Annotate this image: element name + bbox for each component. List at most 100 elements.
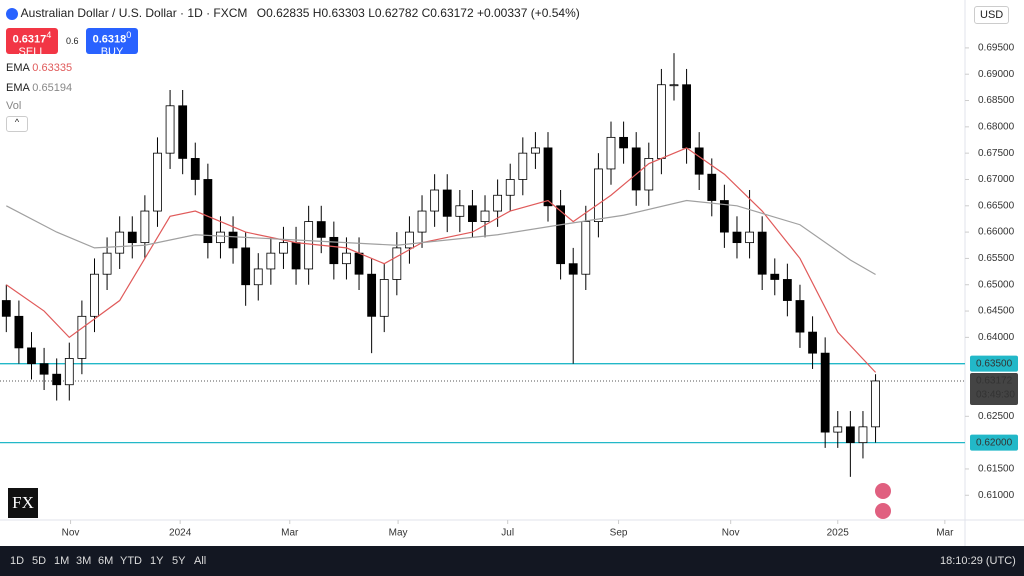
level-badge [970, 355, 1018, 372]
candle-body [102, 252, 112, 275]
candle-body [39, 363, 49, 375]
buy-label: BUY [100, 45, 124, 58]
range-button[interactable]: 1D [10, 555, 25, 567]
y-tick-label: 0.66500 [978, 200, 1015, 211]
ema-line [5, 147, 876, 373]
candle-body [568, 263, 578, 275]
candle-body [820, 352, 830, 433]
candle-body [858, 426, 868, 444]
candle-body [493, 194, 503, 212]
buy-button[interactable]: 0.63180 BUY [86, 28, 138, 58]
candle-body [656, 84, 666, 159]
y-tick-label: 0.65500 [978, 253, 1015, 264]
candle-body [442, 189, 452, 217]
legend-value: 0.63335 [32, 62, 73, 74]
y-tick-label: 0.67000 [978, 174, 1015, 185]
range-button[interactable]: All [194, 555, 207, 567]
candle-body [1, 300, 11, 317]
candle-body [405, 231, 414, 249]
sell-label: SELL [18, 45, 46, 58]
candle-body [115, 231, 125, 254]
candle-body [505, 179, 515, 196]
vol-legend: Vol [6, 100, 22, 112]
x-tick-label: 2025 [827, 528, 850, 539]
currency-button[interactable]: USD [974, 6, 1010, 24]
y-tick-label: 0.62500 [978, 411, 1015, 422]
candle-body [190, 158, 200, 180]
candle-body [795, 300, 805, 333]
candle-body [468, 205, 477, 222]
candle-body [266, 252, 276, 270]
ohlc-close: C0.63172 [421, 6, 474, 20]
candle-body [90, 273, 99, 317]
candle-body [644, 158, 654, 191]
candle-body [606, 136, 616, 170]
sell-button[interactable]: 0.63174 SELL [6, 28, 58, 58]
candle-body [430, 189, 440, 212]
x-tick-label: 2024 [169, 528, 192, 539]
candle-body [279, 242, 288, 254]
candle-body [367, 273, 377, 317]
x-tick-label: Jul [501, 528, 514, 539]
candle-body [480, 210, 490, 222]
candle-body [619, 136, 628, 149]
y-tick-label: 0.67500 [978, 148, 1015, 159]
candle-body [253, 268, 263, 286]
ema-legend: EMA 0.65194 [6, 82, 72, 94]
y-tick-label: 0.68500 [978, 95, 1015, 106]
candle-body [64, 358, 74, 386]
candle-body [833, 426, 843, 433]
logo: FX [8, 488, 38, 518]
candle-body [631, 147, 641, 191]
range-button[interactable]: YTD [120, 555, 142, 567]
candle-body [329, 236, 339, 265]
candle-body [581, 221, 591, 275]
header: Australian Dollar / U.S. Dollar · 1D · F… [6, 6, 580, 20]
candle-body [216, 231, 225, 244]
candle-body [203, 179, 213, 244]
legend-value: 0.65194 [32, 82, 73, 94]
sell-pip: 4 [46, 30, 52, 40]
price-axis-bg [965, 0, 1024, 546]
y-tick-label: 0.68000 [978, 121, 1015, 132]
flag-icon [875, 503, 891, 519]
bottom-toolbar: 18:10:29 (UTC) 1D 5D 1M 3M 6M YTD 1Y 5Y All [0, 546, 1024, 576]
ohlc-open: O0.62835 [256, 6, 310, 20]
y-tick-label: 0.61000 [978, 490, 1015, 501]
clock: 18:10:29 (UTC) [940, 555, 1016, 567]
countdown: 03:49:30 [976, 390, 1015, 401]
candle-body [531, 147, 540, 154]
legend-name: EMA [6, 82, 30, 94]
candle-body [52, 373, 62, 386]
x-tick-label: Sep [610, 528, 628, 539]
candle-body [241, 247, 251, 286]
candle-body [707, 173, 717, 201]
range-button[interactable]: 5Y [172, 555, 186, 567]
range-button[interactable]: 6M [98, 555, 114, 567]
ema-line [6, 199, 876, 276]
y-tick-label: 0.61500 [978, 464, 1015, 475]
candle-body [165, 105, 175, 154]
collapse-button[interactable]: ^ [6, 116, 28, 132]
sell-price: 0.6317 [12, 33, 47, 46]
y-tick-label: 0.64500 [978, 306, 1015, 317]
candle-body [178, 105, 188, 159]
buy-pip: 0 [126, 30, 132, 40]
ohlc-high: H0.63303 [312, 6, 365, 20]
candle-body [770, 273, 780, 280]
candle-body [871, 380, 880, 428]
range-button[interactable]: 1M [54, 555, 70, 567]
range-button[interactable]: 3M [76, 555, 92, 567]
candle-body [304, 221, 314, 270]
candle-body [127, 231, 137, 244]
level-label: 0.63500 [976, 358, 1013, 369]
x-tick-label: Mar [281, 528, 299, 539]
candle-body [140, 210, 150, 244]
range-button[interactable]: 5D [32, 555, 47, 567]
range-button[interactable]: 1Y [150, 555, 164, 567]
y-tick-label: 0.66000 [978, 227, 1015, 238]
candle-body [228, 231, 238, 249]
ema-legend: EMA 0.63335 [6, 62, 72, 74]
level-badge [970, 434, 1018, 451]
